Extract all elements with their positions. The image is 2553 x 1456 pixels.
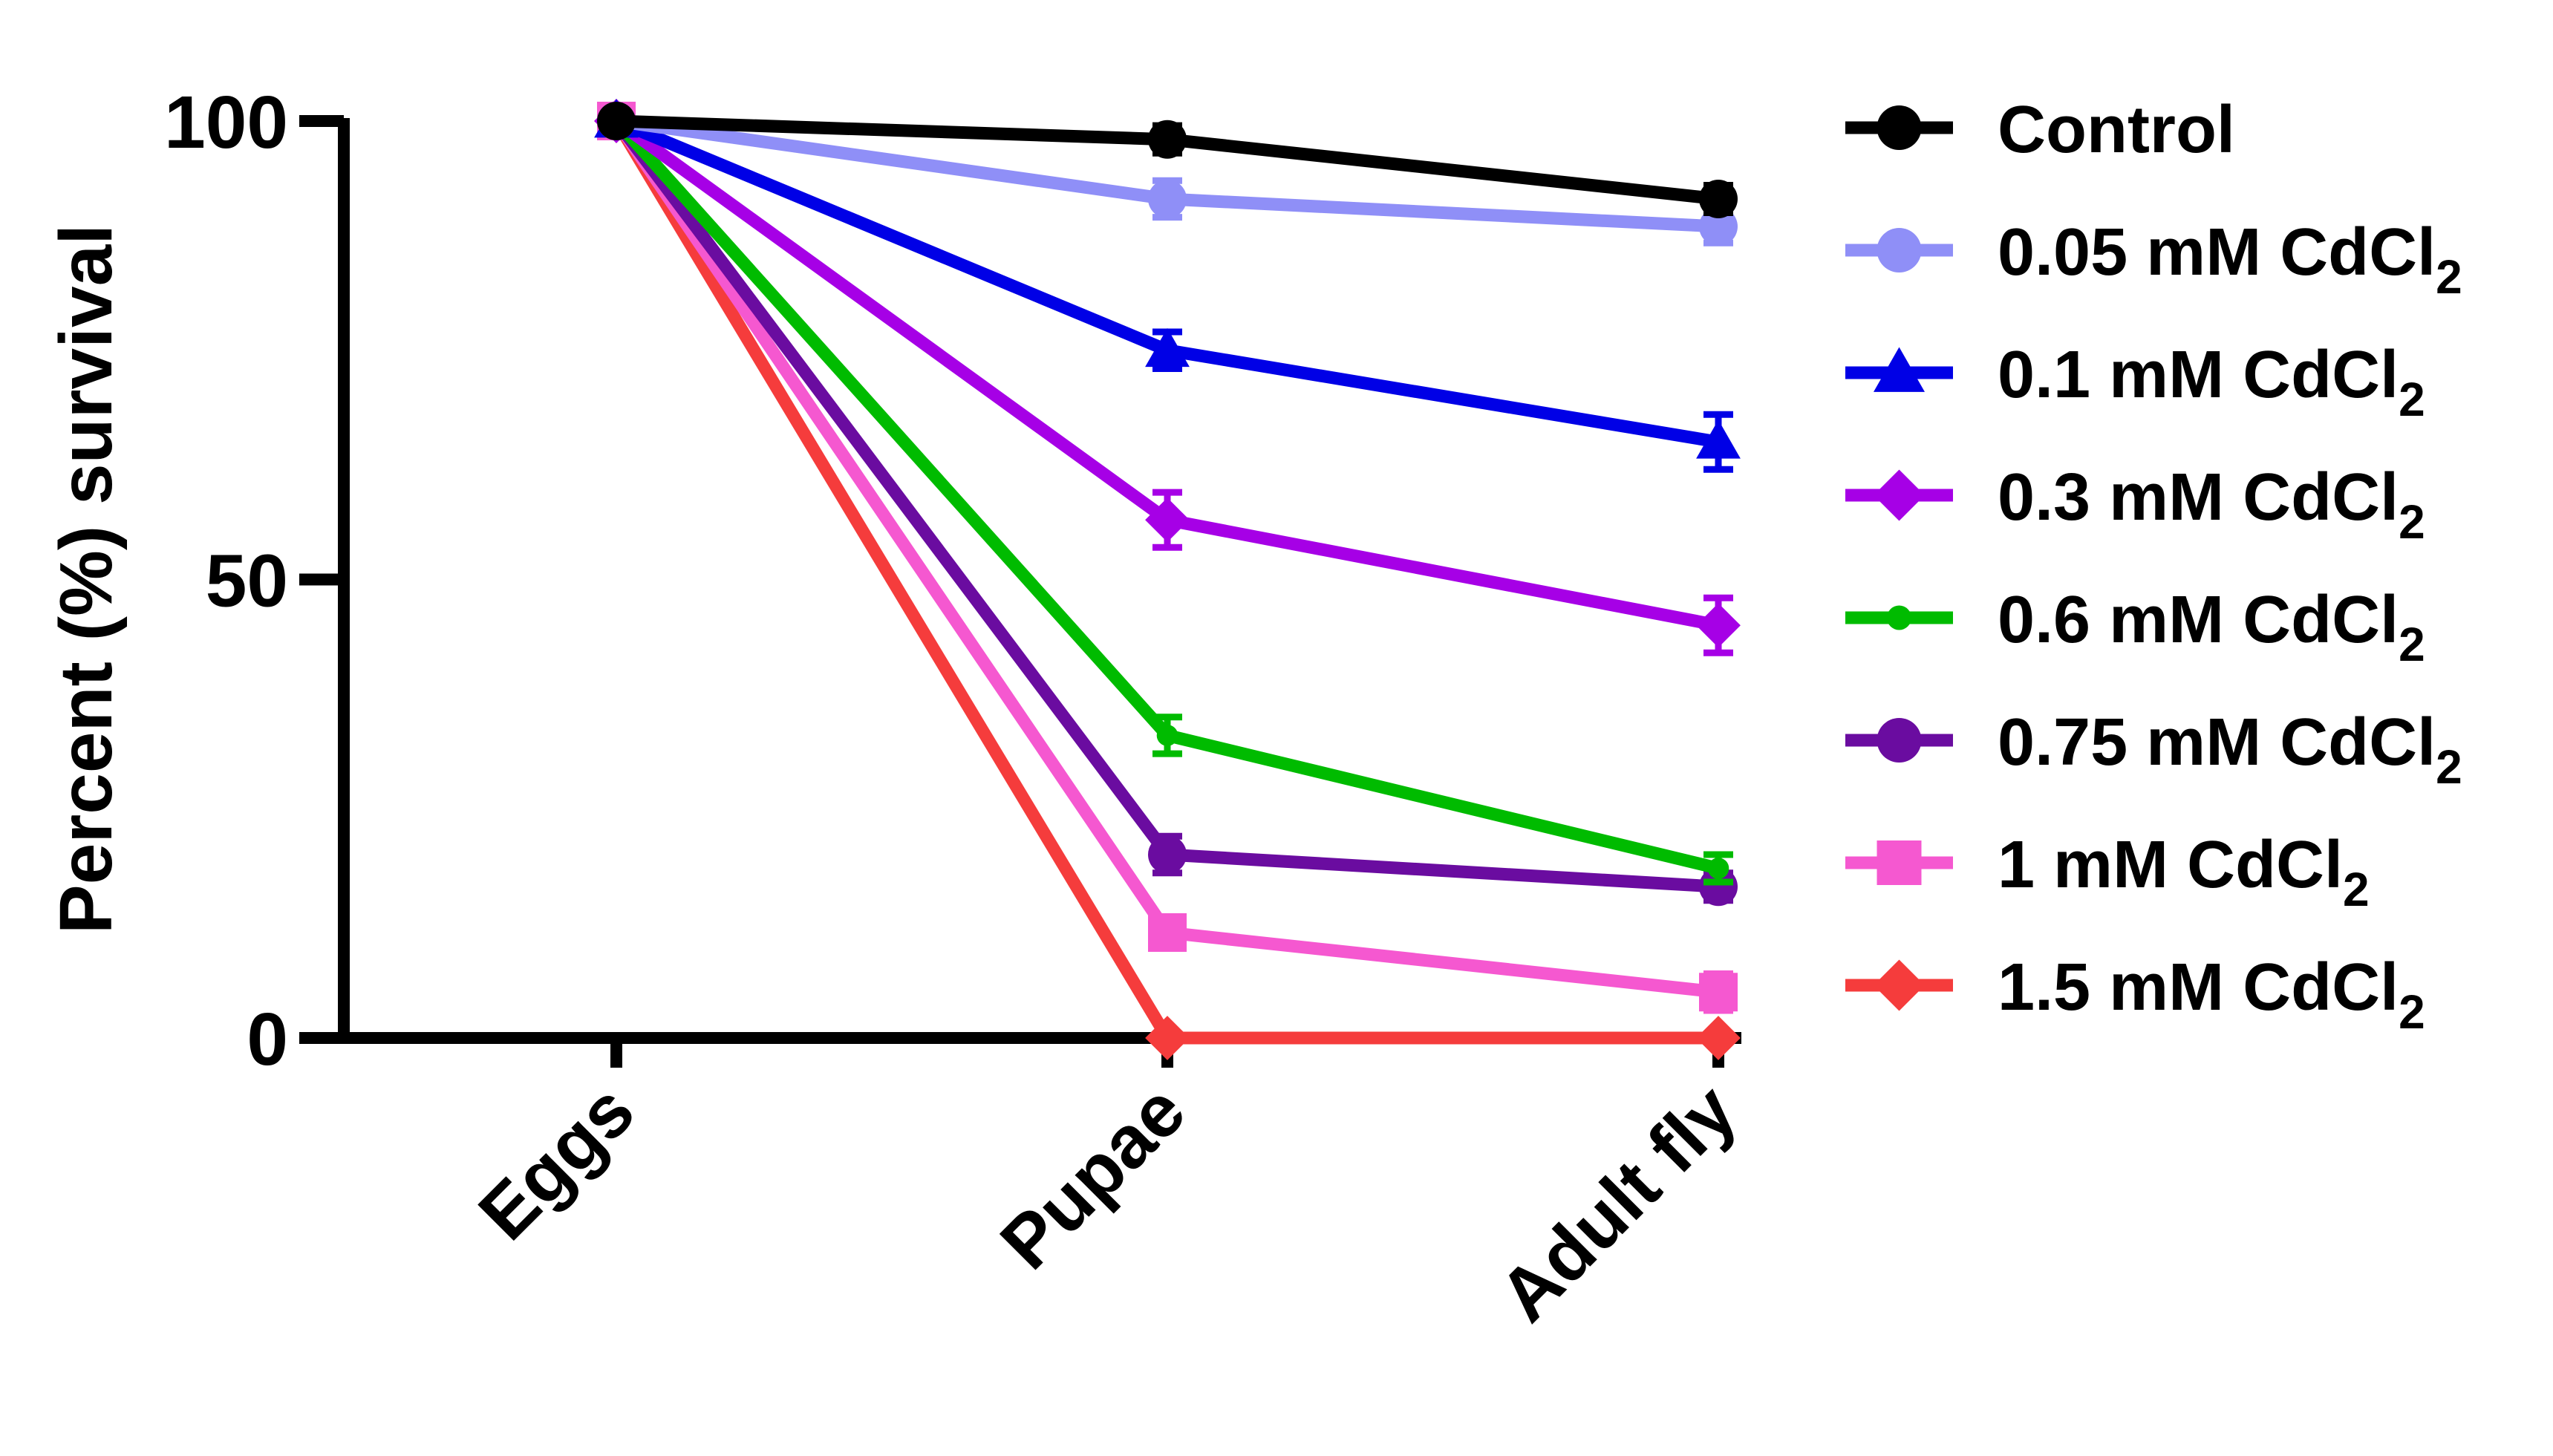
legend-label: 1 mM CdCl2 — [1998, 828, 2370, 916]
legend-item: 1 mM CdCl2 — [1845, 828, 2370, 916]
data-point — [1148, 179, 1187, 218]
x-tick-label: Adult fly — [1484, 1068, 1752, 1337]
legend-item: 1.5 mM CdCl2 — [1845, 950, 2425, 1039]
legend-label: 0.05 mM CdCl2 — [1998, 215, 2462, 304]
legend-label: 0.6 mM CdCl2 — [1998, 583, 2425, 671]
legend-label: 0.3 mM CdCl2 — [1998, 460, 2425, 549]
data-point — [1699, 973, 1738, 1012]
y-tick-label: 100 — [164, 81, 288, 164]
series-line — [610, 117, 1718, 1045]
data-point — [597, 102, 636, 140]
legend-marker — [1874, 959, 1925, 1011]
legend-item: 0.3 mM CdCl2 — [1845, 460, 2425, 549]
legend-marker — [1874, 469, 1925, 521]
data-point — [1145, 1016, 1190, 1060]
data-point — [1696, 420, 1741, 459]
legend-item: 0.1 mM CdCl2 — [1845, 338, 2425, 426]
data-point — [1148, 120, 1187, 159]
data-point — [1148, 835, 1187, 874]
data-point — [1699, 207, 1738, 247]
legend-marker — [1887, 605, 1911, 630]
legend-label: 1.5 mM CdCl2 — [1998, 950, 2425, 1039]
data-point — [1156, 725, 1178, 746]
data-point — [1707, 858, 1729, 879]
legend-marker — [1877, 840, 1922, 885]
series-layer — [594, 99, 1741, 1060]
data-point — [1696, 1016, 1741, 1060]
series-2 — [594, 99, 1741, 473]
series-0 — [597, 102, 1738, 218]
legend-marker — [1877, 105, 1922, 150]
legend-label: Control — [1998, 93, 2235, 167]
data-point — [1148, 913, 1187, 952]
legend-item: 0.6 mM CdCl2 — [1845, 583, 2425, 671]
legend: Control 0.05 mM CdCl2 0.1 mM CdCl2 0.3 mM C… — [1845, 93, 2462, 1039]
legend-item: 0.05 mM CdCl2 — [1845, 215, 2462, 304]
legend-marker — [1877, 718, 1922, 763]
legend-label: 0.1 mM CdCl2 — [1998, 338, 2425, 426]
y-tick-label: 50 — [206, 540, 288, 623]
legend-item: 0.75 mM CdCl2 — [1845, 705, 2462, 794]
x-tick-label: Pupae — [985, 1068, 1201, 1284]
legend-marker — [1874, 347, 1925, 392]
legend-item: Control — [1845, 93, 2235, 167]
data-point — [1699, 179, 1738, 218]
data-point — [1696, 603, 1741, 648]
data-point — [1145, 327, 1190, 368]
x-tick-label: Eggs — [463, 1068, 650, 1256]
data-point — [1699, 867, 1738, 907]
legend-marker — [1877, 228, 1922, 272]
data-point — [1145, 497, 1190, 543]
y-axis-label: Percent (%) survival — [45, 224, 128, 934]
y-tick-label: 0 — [247, 998, 288, 1081]
legend-label: 0.75 mM CdCl2 — [1998, 705, 2462, 794]
